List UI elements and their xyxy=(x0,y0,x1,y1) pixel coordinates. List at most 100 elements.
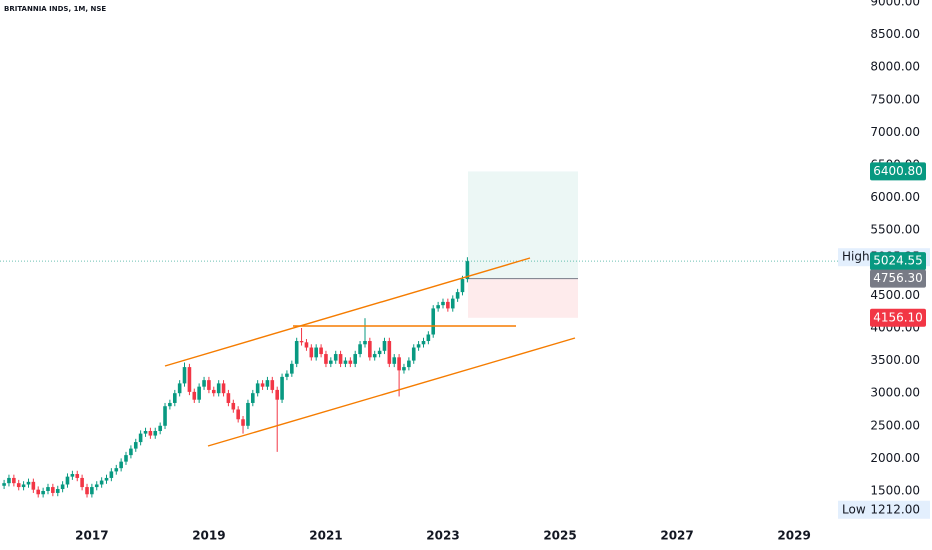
x-tick-label: 2025 xyxy=(543,529,576,543)
candle-body xyxy=(343,360,348,364)
candle-body xyxy=(416,344,421,348)
candle-body xyxy=(363,341,367,345)
candle-body xyxy=(114,468,119,472)
candle-body xyxy=(436,305,440,309)
candle-body xyxy=(309,347,314,358)
candle-body xyxy=(41,490,45,495)
candle-body xyxy=(168,402,172,407)
candle-body xyxy=(163,406,167,426)
candle-body xyxy=(290,363,294,374)
candle-body xyxy=(75,474,80,478)
candle-body xyxy=(187,367,192,392)
candle-body xyxy=(377,350,382,355)
candle-body xyxy=(124,455,128,462)
candle-body xyxy=(397,357,401,371)
plot xyxy=(2,257,470,498)
candle-body xyxy=(109,471,114,478)
candle-body xyxy=(182,367,187,384)
candle-body xyxy=(99,480,104,485)
marker-value: 6400.80 xyxy=(873,164,923,178)
candle-body xyxy=(299,341,304,343)
candle-body xyxy=(426,334,431,342)
candle-body xyxy=(251,393,255,403)
candle-body xyxy=(172,393,177,403)
candle-body xyxy=(31,481,36,490)
candle-body xyxy=(368,341,372,358)
candle-body xyxy=(460,279,465,293)
y-tick-label: 2000.00 xyxy=(870,451,920,465)
candle-body xyxy=(411,347,416,361)
candle-body xyxy=(241,419,245,426)
candle-body xyxy=(202,380,206,387)
candle-body xyxy=(153,430,158,436)
candle-body xyxy=(90,487,94,495)
candle-body xyxy=(16,483,21,488)
candle-body xyxy=(372,354,377,358)
candle-body xyxy=(119,461,123,469)
candle-body xyxy=(143,430,148,434)
marker-value: 5024.55 xyxy=(873,254,923,268)
x-tick-label: 2021 xyxy=(309,529,342,543)
candle-body xyxy=(450,298,455,309)
candle-body xyxy=(338,354,343,364)
candle-body xyxy=(246,402,250,426)
candle-body xyxy=(46,487,50,491)
y-tick-label: 8500.00 xyxy=(870,27,920,41)
candle-body xyxy=(294,341,299,364)
candle-body xyxy=(2,483,6,486)
candle-body xyxy=(275,389,280,400)
candle-body xyxy=(441,301,445,306)
candle-body xyxy=(221,383,226,394)
y-tick-label: 4500.00 xyxy=(870,288,920,302)
candle-body xyxy=(387,341,392,364)
candle-body xyxy=(211,389,216,394)
candle-body xyxy=(207,380,211,390)
candle-body xyxy=(104,477,109,481)
y-tick-label: 7000.00 xyxy=(870,125,920,139)
candle-body xyxy=(285,373,289,377)
marker-value: 4756.30 xyxy=(873,271,923,285)
marker-tag xyxy=(870,308,926,327)
candle-body xyxy=(216,383,221,394)
candle-body xyxy=(407,360,411,368)
stop-zone xyxy=(468,278,578,318)
candle-body xyxy=(129,448,133,456)
marker-value: 1212.00 xyxy=(870,502,920,516)
y-tick-label: 2500.00 xyxy=(870,418,920,432)
candle-body xyxy=(65,476,70,485)
candle-body xyxy=(192,391,197,400)
x-tick-label: 2029 xyxy=(777,529,810,543)
candle-body xyxy=(51,487,55,493)
y-tick-label: 3500.00 xyxy=(870,353,920,367)
x-tick-label: 2019 xyxy=(192,529,225,543)
candle-body xyxy=(231,402,236,410)
candle-body xyxy=(177,383,182,394)
candle-body xyxy=(55,489,60,493)
candle-body xyxy=(133,442,138,449)
candle-body xyxy=(26,481,31,485)
y-tick-label: 7500.00 xyxy=(870,92,920,106)
candle-body xyxy=(314,347,318,358)
candle-body xyxy=(455,292,460,299)
candle-body xyxy=(421,341,426,345)
candle-body xyxy=(60,484,65,490)
candle-body xyxy=(319,347,323,355)
candle-body xyxy=(446,301,450,309)
candle-body xyxy=(348,360,353,364)
candle-body xyxy=(7,477,11,484)
upper-channel xyxy=(164,257,531,367)
marker-tag xyxy=(870,269,926,288)
candle-body xyxy=(226,393,231,403)
candle-body xyxy=(353,354,358,364)
y-tick-label: 1500.00 xyxy=(870,483,920,497)
chart-title: BRITANNIA INDS, 1M, NSE xyxy=(4,5,106,13)
axes: 1500.002000.002500.003000.003500.004000.… xyxy=(75,0,930,543)
candle-body xyxy=(304,342,309,348)
x-tick-label: 2023 xyxy=(426,529,459,543)
candle-body xyxy=(402,367,406,371)
candle-body xyxy=(94,484,99,488)
candle-body xyxy=(197,386,201,400)
candle-body xyxy=(265,380,270,387)
candle-body xyxy=(85,487,89,495)
marker-name: High xyxy=(842,250,870,264)
